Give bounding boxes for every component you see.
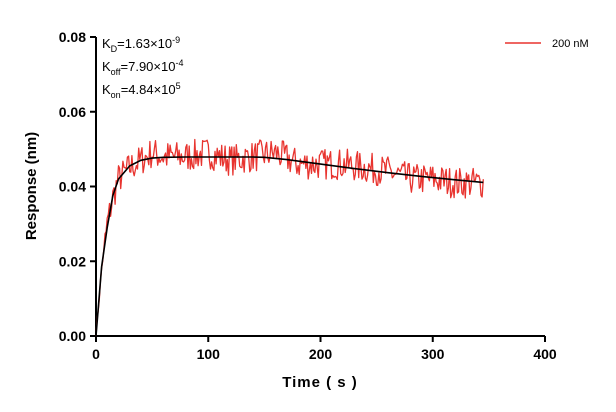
fit-curve-line <box>95 156 484 337</box>
annotation-base: K <box>102 82 111 97</box>
x-tick-label: 300 <box>421 346 445 362</box>
axes: 0.00 0.02 0.04 0.06 0.08 0 100 200 300 400 <box>59 29 557 362</box>
y-tick-label: 0.02 <box>59 253 86 269</box>
legend-label-200nm: 200 nM <box>552 38 589 50</box>
annotation-off: Koff=7.90×10-4 <box>102 58 183 77</box>
annotation-sub: off <box>111 67 121 77</box>
series-line-200nm <box>95 138 484 337</box>
x-tick-label: 200 <box>309 346 333 362</box>
annotation-sub: on <box>111 90 121 100</box>
annotation-mid: =4.84×10 <box>121 82 176 97</box>
annotation-on: Kon=4.84×105 <box>102 81 181 100</box>
annotation-sup: -4 <box>175 58 183 68</box>
y-tick-label: 0.04 <box>59 179 86 195</box>
x-axis-title: Time ( s ) <box>282 374 358 391</box>
annotation-sub: D <box>111 44 118 54</box>
legend: 200 nM <box>505 38 589 50</box>
annotation-base: K <box>102 36 111 51</box>
annotation-mid: =1.63×10 <box>117 36 172 51</box>
y-tick-label: 0.06 <box>59 104 86 120</box>
plot-area <box>95 138 484 337</box>
x-tick-label: 100 <box>197 346 221 362</box>
x-tick-label: 400 <box>533 346 557 362</box>
annotation-base: K <box>102 59 111 74</box>
y-tick-label: 0.00 <box>59 328 86 344</box>
y-axis-title: Response (nm) <box>23 132 40 240</box>
annotation-sup: -9 <box>172 35 180 45</box>
annotation-sup: 5 <box>176 81 181 91</box>
annotation-D: KD=1.63×10-9 <box>102 35 180 54</box>
y-tick-label: 0.08 <box>59 29 86 45</box>
x-tick-label: 0 <box>92 346 100 362</box>
annotation-mid: =7.90×10 <box>121 59 176 74</box>
